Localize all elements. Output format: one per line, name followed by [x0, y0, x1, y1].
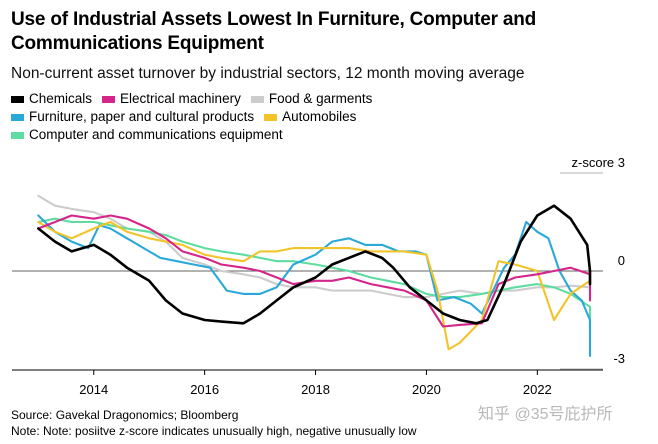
legend-swatch-food-garments	[250, 95, 264, 103]
legend-item-furniture: Furniture, paper and cultural products	[11, 108, 254, 126]
x-tick-label: 2016	[190, 382, 219, 397]
legend-row: Furniture, paper and cultural products A…	[11, 108, 651, 126]
legend-label-electrical-machinery: Electrical machinery	[120, 91, 241, 106]
chart-title: Use of Industrial Assets Lowest In Furni…	[11, 9, 537, 54]
y-tick-label: -3	[613, 351, 625, 366]
legend: Chemicals Electrical machinery Food & ga…	[11, 90, 651, 144]
legend-swatch-electrical-machinery	[102, 95, 116, 103]
series-line-automobiles	[37, 220, 592, 351]
source-note: Source: Gavekal Dragonomics; Bloomberg	[11, 408, 239, 422]
legend-swatch-automobiles	[264, 113, 278, 121]
series-line-electrical-machinery	[37, 214, 592, 328]
footnote: Note: Note: posiitve z-score indicates u…	[11, 424, 417, 438]
legend-row: Chemicals Electrical machinery Food & ga…	[11, 90, 651, 108]
legend-swatch-computer-comms	[11, 131, 24, 139]
series-line-computer-and-communications-equipment	[37, 217, 592, 331]
y-tick-label: z-score 3	[572, 155, 625, 170]
legend-item-electrical-machinery: Electrical machinery	[102, 90, 241, 108]
watermark: 知乎 @35号庇护所	[478, 406, 613, 423]
legend-item-food-garments: Food & garments	[250, 90, 373, 108]
series-line-furniture-paper-and-cultural-products	[37, 214, 592, 357]
legend-item-computer-comms: Computer and communications equipment	[11, 126, 283, 144]
legend-label-computer-comms: Computer and communications equipment	[29, 127, 283, 142]
x-tick-label: 2018	[301, 382, 330, 397]
legend-swatch-furniture	[11, 113, 24, 121]
x-tick-label: 2020	[412, 382, 441, 397]
legend-label-furniture: Furniture, paper and cultural products	[29, 109, 255, 124]
x-tick-label: 2014	[79, 382, 108, 397]
series-line-chemicals	[37, 204, 592, 325]
legend-row: Computer and communications equipment	[11, 126, 651, 144]
legend-item-automobiles: Automobiles	[264, 108, 356, 126]
legend-label-automobiles: Automobiles	[282, 109, 357, 124]
y-tick-label: 0	[618, 253, 625, 268]
legend-item-chemicals: Chemicals	[11, 90, 92, 108]
legend-swatch-chemicals	[11, 95, 24, 103]
chart-subtitle: Non-current asset turnover by industrial…	[11, 65, 525, 82]
legend-label-food-garments: Food & garments	[268, 91, 373, 106]
x-tick-label: 2022	[523, 382, 552, 397]
legend-label-chemicals: Chemicals	[29, 91, 93, 106]
